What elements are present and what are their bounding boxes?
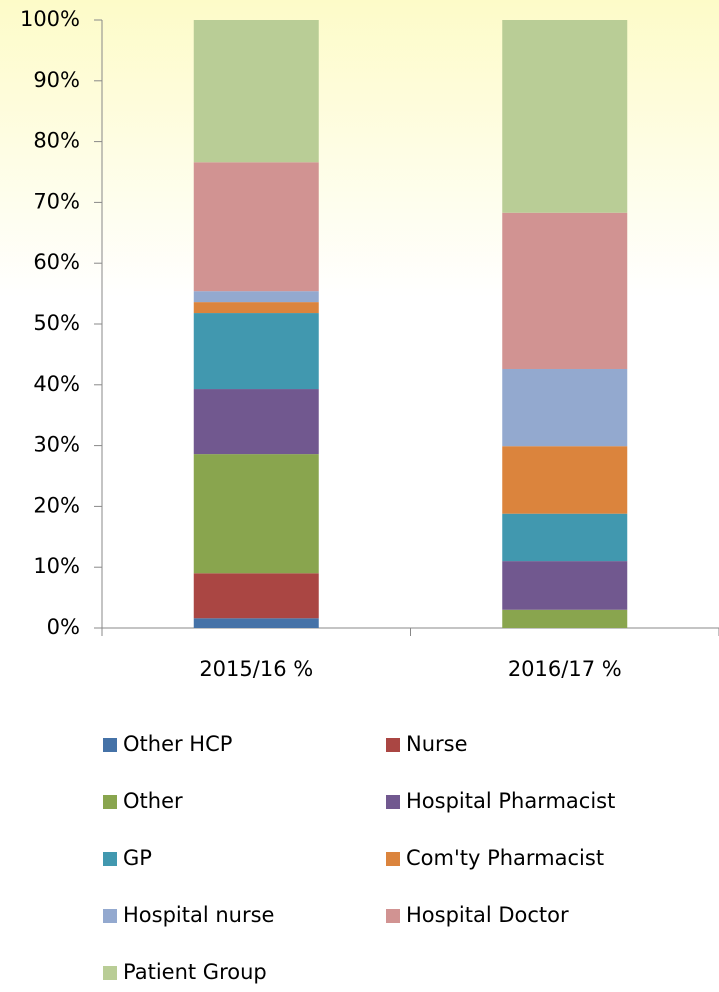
legend-label: Other HCP xyxy=(123,732,232,756)
bar-segment xyxy=(193,573,319,619)
legend-swatch xyxy=(386,795,400,809)
legend-swatch xyxy=(386,852,400,866)
legend-swatch xyxy=(103,852,117,866)
x-tick-label: 2015/16 % xyxy=(199,657,313,681)
bar-segment xyxy=(502,20,628,213)
legend-label: Hospital Doctor xyxy=(406,903,569,927)
y-tick-label: 40% xyxy=(33,372,80,396)
bar-segment xyxy=(193,454,319,574)
y-tick-label: 80% xyxy=(33,129,80,153)
legend-swatch xyxy=(103,795,117,809)
legend-label: Com'ty Pharmacist xyxy=(406,846,604,870)
y-tick-label: 20% xyxy=(33,493,80,517)
bar-segment xyxy=(193,162,319,292)
legend-label: Hospital Pharmacist xyxy=(406,789,615,813)
legend-label: Nurse xyxy=(406,732,468,756)
y-tick-label: 30% xyxy=(33,433,80,457)
legend-swatch xyxy=(386,909,400,923)
legend-label: GP xyxy=(123,846,152,870)
y-tick-label: 100% xyxy=(20,7,80,31)
legend-label: Other xyxy=(123,789,183,813)
bar-segment xyxy=(193,313,319,390)
y-tick-label: 70% xyxy=(33,189,80,213)
x-tick-label: 2016/17 % xyxy=(508,657,622,681)
legend-swatch xyxy=(103,738,117,752)
bar-segment xyxy=(193,291,319,303)
legend-swatch xyxy=(103,909,117,923)
y-tick-label: 0% xyxy=(47,615,80,639)
bar-segment xyxy=(502,513,628,562)
y-tick-label: 50% xyxy=(33,311,80,335)
bar-segment xyxy=(193,389,319,455)
bar-segment xyxy=(193,302,319,314)
y-tick-label: 60% xyxy=(33,250,80,274)
legend-swatch xyxy=(103,966,117,980)
bar-segment xyxy=(502,212,628,369)
y-tick-label: 90% xyxy=(33,68,80,92)
bar-segment xyxy=(193,618,319,628)
legend-label: Hospital nurse xyxy=(123,903,274,927)
legend-label: Patient Group xyxy=(123,960,267,984)
bar-segment xyxy=(502,368,628,447)
bar-segment xyxy=(502,561,628,610)
bar-segment xyxy=(502,446,628,514)
bar-segment xyxy=(193,20,319,163)
y-tick-label: 10% xyxy=(33,554,80,578)
bar-segment xyxy=(502,609,628,628)
legend-swatch xyxy=(386,738,400,752)
